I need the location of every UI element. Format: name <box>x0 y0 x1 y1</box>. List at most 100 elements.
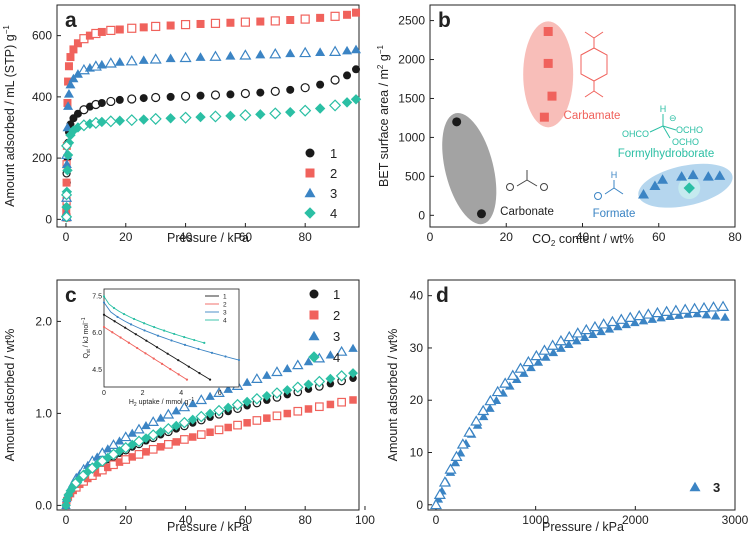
data-point <box>456 438 469 449</box>
data-point <box>64 62 73 71</box>
data-point <box>178 401 191 412</box>
series-4: 4 <box>61 94 362 223</box>
tspan: −1 <box>188 397 194 403</box>
x-tick-label: 0 <box>427 230 434 244</box>
data-point <box>242 396 253 407</box>
data-point <box>660 305 673 317</box>
bond <box>593 90 604 98</box>
borate-charge: ⊖ <box>669 113 677 123</box>
data-point <box>210 18 221 28</box>
data-point <box>588 320 601 332</box>
data-point <box>282 363 293 373</box>
data-point <box>316 80 325 89</box>
group-formate <box>638 169 726 199</box>
inset-frame <box>103 288 240 388</box>
data-point <box>286 85 295 94</box>
x-tick-label: 20 <box>500 230 514 244</box>
tspan: −1 <box>81 317 87 323</box>
x-tick-label: 60 <box>239 513 253 527</box>
data-point <box>325 350 336 359</box>
bond <box>662 125 677 131</box>
tspan: H <box>129 399 134 406</box>
formate-h: H <box>611 170 618 180</box>
y-axis-label: Amount adsorbed / wt% <box>3 329 17 462</box>
data-point <box>547 91 557 101</box>
data-point <box>707 301 720 312</box>
data-point <box>61 189 73 201</box>
data-point <box>73 39 82 48</box>
data-point <box>316 13 325 22</box>
y-tick-label: 20 <box>410 393 424 407</box>
data-point <box>429 498 443 510</box>
y-tick-label: 2000 <box>398 53 425 67</box>
formylhydroborate-structure <box>649 114 677 139</box>
data-point <box>165 113 176 124</box>
legend-marker <box>304 187 316 198</box>
data-point <box>114 436 125 445</box>
data-point <box>313 375 326 388</box>
data-point <box>292 359 304 370</box>
data-point <box>613 322 623 331</box>
ring <box>580 47 608 82</box>
data-point <box>714 170 726 180</box>
carbonate-structure <box>506 170 548 191</box>
data-point <box>444 463 457 474</box>
data-point <box>541 352 551 361</box>
data-point <box>651 306 664 318</box>
data-point <box>243 419 251 427</box>
data-point <box>97 27 106 36</box>
tspan: 2 <box>551 239 556 248</box>
data-point <box>687 169 699 180</box>
data-point <box>141 433 151 444</box>
data-point <box>226 90 235 99</box>
data-point <box>526 362 536 372</box>
data-point <box>127 23 137 33</box>
y-tick-label: 1.0 <box>35 406 52 420</box>
inset-line-1 <box>103 314 211 380</box>
formate-structure <box>594 180 624 200</box>
data-point <box>64 77 73 86</box>
data-point <box>209 110 222 123</box>
legend-label: 4 <box>333 350 340 365</box>
borate-ohco: OHCO <box>622 129 649 139</box>
legend-marker <box>304 207 316 219</box>
legend-label: 3 <box>333 329 340 344</box>
data-point <box>133 435 145 448</box>
data-point <box>343 10 352 19</box>
data-point <box>293 406 303 416</box>
data-point <box>433 488 446 500</box>
legend-label: 4 <box>330 206 337 221</box>
data-point <box>657 174 669 184</box>
data-point <box>233 420 242 430</box>
data-point <box>329 45 342 56</box>
data-point <box>180 19 191 30</box>
data-point <box>325 373 336 384</box>
data-point <box>638 189 649 199</box>
data-point <box>621 319 632 329</box>
series-4: 4 <box>61 350 358 511</box>
data-point <box>188 433 197 441</box>
data-point <box>196 91 205 100</box>
x-axis-label: Pressure / kPa <box>167 520 249 534</box>
data-point <box>548 348 559 357</box>
y-tick-label: 30 <box>410 341 424 355</box>
data-point <box>335 370 348 382</box>
data-point <box>647 314 657 323</box>
data-point <box>61 211 73 223</box>
data-point <box>341 97 353 108</box>
y-tick-label: 0 <box>418 208 425 222</box>
inset-x-tick-label: 4 <box>179 390 183 397</box>
inset-line-4 <box>103 296 205 344</box>
y-tick-label: 2.0 <box>35 314 52 328</box>
data-point <box>484 394 497 406</box>
data-point <box>683 182 695 194</box>
tspan: −1 <box>2 25 11 35</box>
data-point <box>596 327 606 336</box>
data-point <box>329 99 342 112</box>
data-point <box>351 44 362 54</box>
data-point <box>125 114 138 127</box>
group-carbamate <box>539 26 557 122</box>
